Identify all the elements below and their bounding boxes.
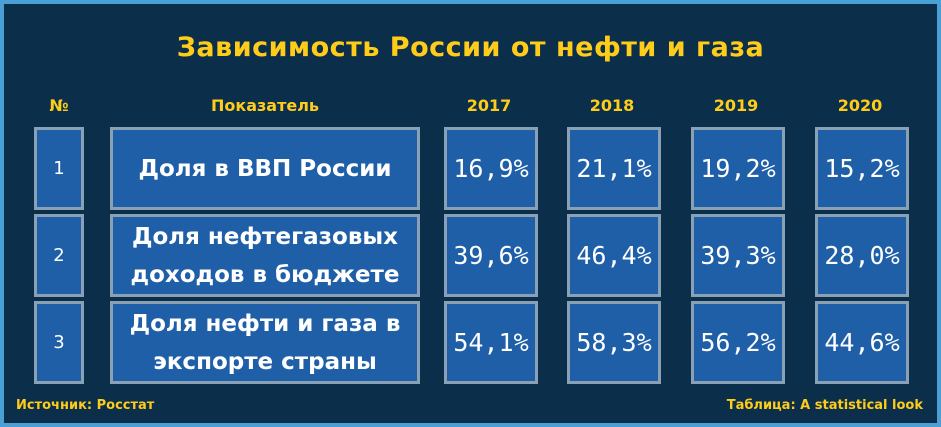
table-title: Зависимость России от нефти и газа <box>176 32 765 63</box>
indicator-cell: Доля в ВВП России <box>110 127 420 210</box>
value-cell: 39,6% <box>444 214 538 297</box>
row-number-cell: 2 <box>34 214 84 297</box>
indicator-label-line1: Доля в ВВП России <box>138 155 392 182</box>
value-cell: 39,3% <box>691 214 785 297</box>
indicator-label-line2: доходов в бюджете <box>130 261 400 288</box>
source-note: Источник: Росстат <box>16 398 155 413</box>
header-num: № <box>49 96 69 115</box>
credit-note: Таблица: A statistical look <box>726 398 923 413</box>
indicator-label-line1: Доля нефти и газа в <box>129 310 401 337</box>
value-cell: 16,9% <box>444 127 538 210</box>
value-cell: 21,1% <box>567 127 661 210</box>
header-year-2017: 2017 <box>466 96 512 115</box>
indicator-label-line2: экспорте страны <box>153 348 377 375</box>
indicator-cell: Доля нефтегазовых доходов в бюджете <box>110 214 420 297</box>
row-number-cell: 3 <box>34 301 84 384</box>
table-panel: Зависимость России от нефти и газа № Пок… <box>4 4 937 423</box>
indicator-cell: Доля нефти и газа в экспорте страны <box>110 301 420 384</box>
header-year-2019: 2019 <box>713 96 759 115</box>
header-indicator: Показатель <box>210 96 320 115</box>
row-number-cell: 1 <box>34 127 84 210</box>
header-year-2020: 2020 <box>837 96 883 115</box>
value-cell: 19,2% <box>691 127 785 210</box>
value-cell: 56,2% <box>691 301 785 384</box>
value-cell: 46,4% <box>567 214 661 297</box>
value-cell: 54,1% <box>444 301 538 384</box>
value-cell: 28,0% <box>815 214 909 297</box>
value-cell: 44,6% <box>815 301 909 384</box>
indicator-label-line1: Доля нефтегазовых <box>131 223 399 250</box>
value-cell: 58,3% <box>567 301 661 384</box>
value-cell: 15,2% <box>815 127 909 210</box>
header-year-2018: 2018 <box>589 96 635 115</box>
